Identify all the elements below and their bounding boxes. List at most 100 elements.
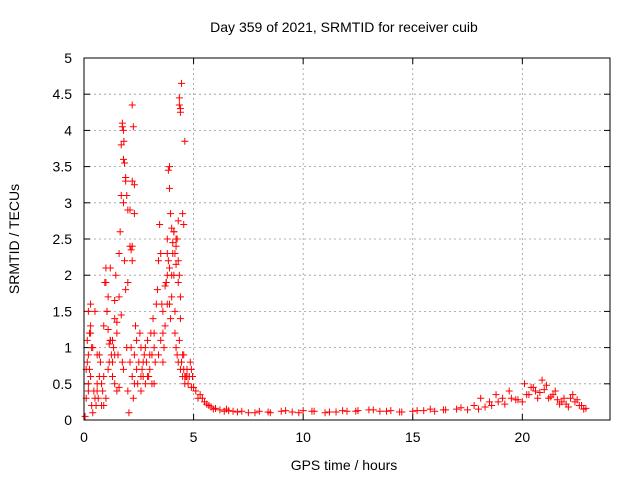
data-point [139,358,147,366]
data-point [175,101,183,109]
data-point [174,257,182,265]
data-point [83,336,91,344]
data-point [426,405,434,413]
data-point [161,322,169,330]
data-point [264,408,272,416]
data-point [564,403,572,411]
data-point [216,406,224,414]
data-point [110,344,118,352]
data-point [172,344,180,352]
data-point [475,405,482,413]
data-point [176,293,184,301]
data-point [118,119,126,127]
data-point [146,351,154,359]
data-point [238,407,246,415]
data-point [159,307,167,315]
data-point [409,407,417,415]
data-point [178,79,186,87]
data-point [112,271,120,279]
y-tick-label: 1.5 [53,303,73,319]
x-tick-label: 20 [515,429,531,445]
data-point [553,396,561,404]
data-point [457,404,465,412]
y-tick-label: 3.5 [53,159,73,175]
data-point [96,358,104,366]
data-point [171,307,179,315]
data-point [492,391,500,399]
data-point [115,383,123,391]
data-point [481,403,489,411]
data-point [518,398,526,406]
data-point [578,402,586,410]
data-point [111,351,119,359]
data-point [413,407,421,415]
data-point [115,293,123,301]
data-point [160,344,168,352]
data-point [120,137,128,145]
data-point [163,235,171,243]
plot-frame [83,57,611,421]
data-point [157,336,165,344]
data-point [167,210,175,218]
data-point [179,210,187,218]
data-point [157,249,165,257]
data-point [130,380,138,388]
data-point [163,271,171,279]
data-point [138,365,146,373]
data-point [128,373,136,381]
data-point [521,380,529,388]
data-point [119,126,127,134]
data-point [551,387,559,395]
data-point [277,407,285,415]
y-tick-label: 3 [64,195,72,211]
data-point [81,412,89,420]
data-point [113,329,121,337]
data-point [153,286,161,294]
data-point [104,326,112,333]
data-point [148,380,156,388]
data-point [133,336,141,344]
data-point [117,311,125,319]
data-point [222,405,230,413]
data-point [542,381,550,389]
data-points [81,79,590,420]
x-tick-labels: 0 5 10 15 20 [80,429,530,445]
data-point [124,278,132,286]
data-point [84,351,92,359]
data-point [113,387,121,395]
data-point [98,380,106,388]
data-point [125,409,133,417]
data-point [151,358,159,366]
data-point [525,391,533,399]
data-point [244,409,252,417]
data-point [146,365,154,373]
data-point [149,315,157,323]
data-point [84,307,92,315]
data-point [84,387,92,395]
data-point [178,358,186,366]
x-tick-label: 0 [80,429,88,445]
data-point [108,373,116,381]
data-point [165,184,173,192]
data-point [181,137,189,145]
data-point [163,300,171,308]
data-point [162,278,170,286]
data-point [453,405,461,413]
data-point [251,409,259,417]
data-point [470,402,478,410]
data-point [116,228,124,236]
data-point [105,340,113,348]
data-point [176,315,184,323]
data-point [150,329,158,337]
data-point [100,322,108,330]
data-point [288,408,296,416]
data-point [369,406,377,414]
data-point [321,409,329,417]
data-point [295,409,303,417]
data-point [560,394,568,402]
x-tick-label: 5 [190,429,198,445]
y-tick-label: 0.5 [53,376,73,392]
y-axis-label: SRMTID / TECUs [6,184,22,294]
data-point [420,407,428,415]
